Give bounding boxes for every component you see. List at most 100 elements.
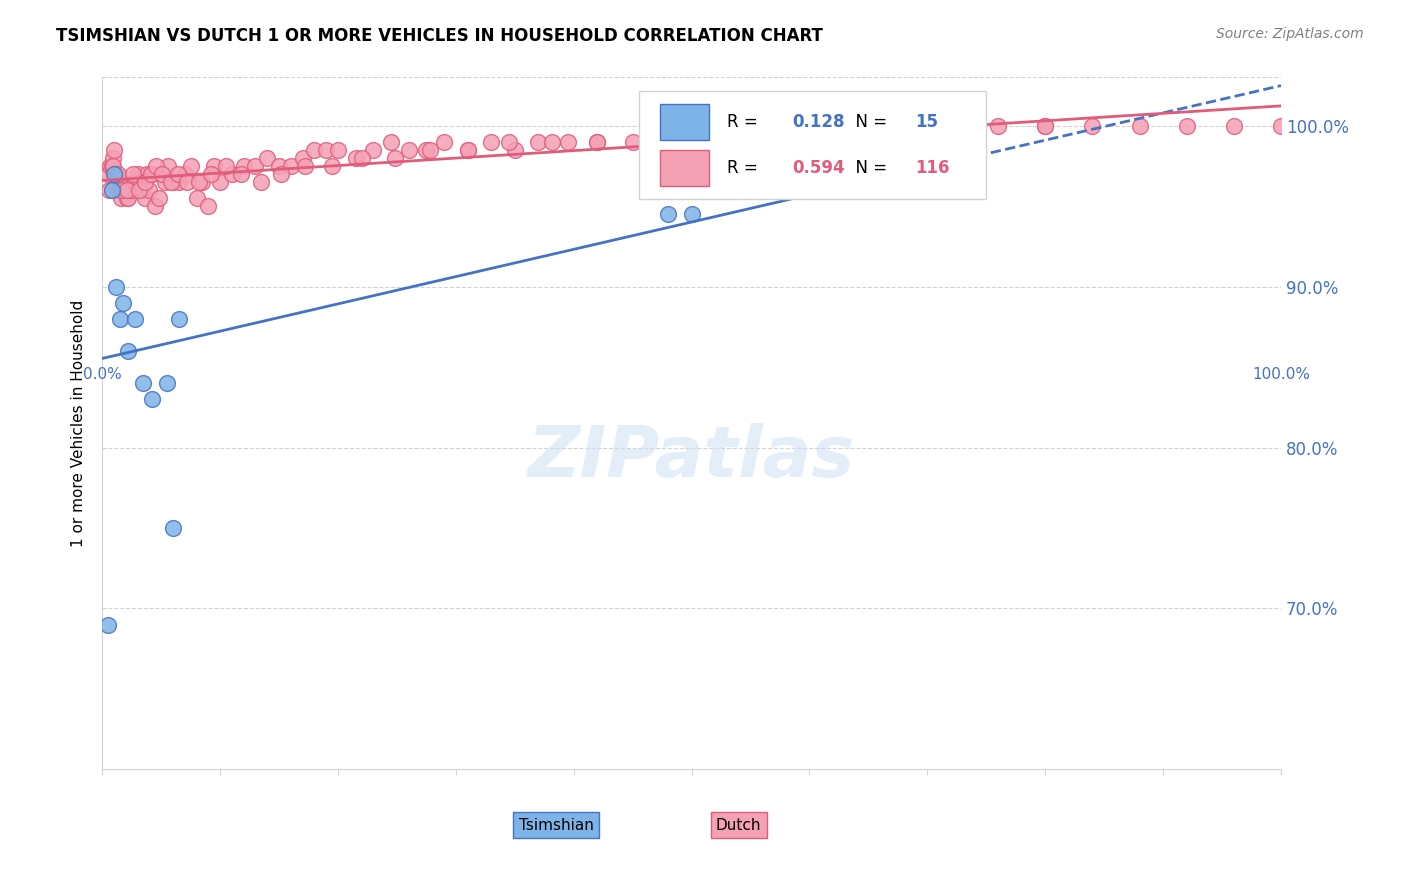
Point bbox=[150, 167, 173, 181]
Point bbox=[751, 127, 773, 141]
Point bbox=[107, 183, 129, 197]
Point bbox=[180, 159, 202, 173]
Point bbox=[799, 127, 821, 141]
Point bbox=[103, 143, 125, 157]
Point bbox=[108, 311, 131, 326]
Point bbox=[586, 135, 609, 149]
Bar bbox=[659, 103, 709, 140]
Text: R =: R = bbox=[727, 159, 763, 178]
Point bbox=[103, 167, 125, 181]
Point bbox=[143, 199, 166, 213]
Point bbox=[845, 127, 868, 141]
Point bbox=[681, 207, 703, 221]
Point bbox=[100, 159, 122, 173]
Point bbox=[100, 183, 122, 197]
Point bbox=[1081, 119, 1104, 133]
Point bbox=[166, 167, 188, 181]
Point bbox=[457, 143, 479, 157]
Point bbox=[112, 175, 135, 189]
Bar bbox=[659, 150, 709, 186]
Point bbox=[117, 191, 139, 205]
Point bbox=[134, 191, 156, 205]
Point bbox=[105, 279, 128, 293]
Text: 116: 116 bbox=[915, 159, 950, 178]
Point bbox=[270, 167, 292, 181]
Point bbox=[186, 191, 208, 205]
Point bbox=[173, 167, 195, 181]
Point bbox=[209, 175, 232, 189]
Point bbox=[138, 183, 160, 197]
Text: R =: R = bbox=[727, 112, 763, 131]
Point bbox=[115, 191, 138, 205]
Point bbox=[187, 175, 209, 189]
Point bbox=[112, 295, 135, 310]
Bar bbox=[638, 91, 986, 199]
Point bbox=[457, 143, 479, 157]
Point bbox=[141, 167, 163, 181]
Point bbox=[145, 159, 167, 173]
Point bbox=[162, 175, 184, 189]
Point bbox=[101, 151, 124, 165]
Text: N =: N = bbox=[845, 159, 893, 178]
Point bbox=[97, 167, 120, 181]
Point bbox=[153, 175, 176, 189]
Point bbox=[363, 143, 385, 157]
Point bbox=[132, 376, 155, 391]
Point bbox=[880, 119, 903, 133]
Point bbox=[114, 183, 136, 197]
Point bbox=[384, 151, 406, 165]
Point bbox=[162, 521, 184, 535]
Point bbox=[121, 167, 143, 181]
Point bbox=[129, 175, 152, 189]
Point bbox=[136, 167, 159, 181]
Point bbox=[419, 143, 441, 157]
Point bbox=[114, 183, 136, 197]
Point bbox=[110, 191, 132, 205]
Point bbox=[156, 376, 179, 391]
Point bbox=[128, 183, 150, 197]
Point bbox=[124, 311, 146, 326]
Point bbox=[98, 183, 121, 197]
Point bbox=[433, 135, 456, 149]
Point bbox=[150, 167, 173, 181]
Text: 100.0%: 100.0% bbox=[1251, 367, 1310, 382]
Point bbox=[124, 175, 146, 189]
Text: 0.594: 0.594 bbox=[792, 159, 845, 178]
Text: 0.128: 0.128 bbox=[792, 112, 844, 131]
Point bbox=[294, 159, 316, 173]
Point bbox=[557, 135, 579, 149]
Text: 0.0%: 0.0% bbox=[83, 367, 121, 382]
Point bbox=[167, 311, 190, 326]
Point bbox=[727, 135, 749, 149]
Point bbox=[640, 127, 662, 141]
Point bbox=[586, 135, 609, 149]
Point bbox=[344, 151, 367, 165]
Point bbox=[315, 143, 337, 157]
Text: N =: N = bbox=[845, 112, 893, 131]
Point bbox=[1128, 119, 1150, 133]
Point bbox=[107, 183, 129, 197]
Point bbox=[952, 119, 974, 133]
Point bbox=[122, 175, 145, 189]
Point bbox=[111, 183, 134, 197]
Text: Source: ZipAtlas.com: Source: ZipAtlas.com bbox=[1216, 27, 1364, 41]
Text: 15: 15 bbox=[915, 112, 939, 131]
Point bbox=[107, 167, 129, 181]
Point bbox=[1033, 119, 1056, 133]
Point bbox=[148, 191, 170, 205]
Point bbox=[527, 135, 550, 149]
Text: Tsimshian: Tsimshian bbox=[519, 818, 593, 833]
Point bbox=[221, 167, 243, 181]
Point bbox=[191, 175, 214, 189]
Point bbox=[815, 127, 838, 141]
Point bbox=[197, 199, 219, 213]
Point bbox=[503, 143, 526, 157]
Point bbox=[167, 175, 190, 189]
Point bbox=[127, 167, 149, 181]
Point bbox=[101, 159, 124, 173]
Point bbox=[117, 343, 139, 358]
Point bbox=[250, 175, 273, 189]
Point bbox=[105, 167, 128, 181]
Point bbox=[304, 143, 326, 157]
Point bbox=[267, 159, 290, 173]
